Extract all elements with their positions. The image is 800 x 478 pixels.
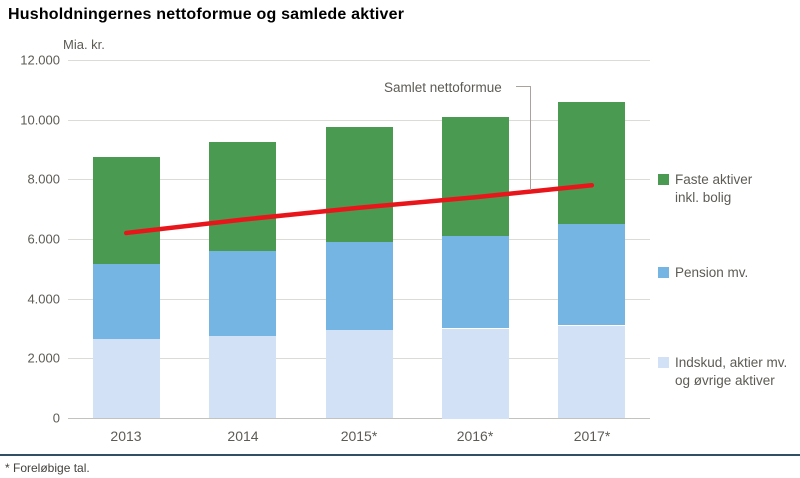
bar-segment-2017*-pension-mv- <box>558 224 625 325</box>
legend-swatch-indskud-icon <box>658 357 669 368</box>
bar-segment-2016*-faste-aktiver-inkl-bolig <box>442 117 509 236</box>
y-tick-label: 6.000 <box>27 231 60 247</box>
y-axis-unit-label: Mia. kr. <box>63 37 105 52</box>
y-tick-label: 2.000 <box>27 350 60 366</box>
x-tick-label: 2013 <box>110 428 142 444</box>
bar-segment-2015*-pension-mv- <box>326 242 393 330</box>
annotation-label: Samlet nettoformue <box>384 80 502 95</box>
bar-segment-2017*-indskud <box>558 326 625 418</box>
bar-segment-2016*-pension-mv- <box>442 236 509 328</box>
y-tick-label: 4.000 <box>27 291 60 307</box>
x-tick-label: 2017* <box>573 428 611 444</box>
bar-segment-2014-indskud <box>209 336 276 418</box>
footer-divider <box>0 454 800 456</box>
bar-segment-2013-pension-mv- <box>93 264 160 339</box>
bar-segment-2013-indskud <box>93 339 160 418</box>
bar-segment-2017*-faste-aktiver-inkl-bolig <box>558 102 625 224</box>
x-tick-label: 2016* <box>456 428 494 444</box>
legend-entry-indskud: Indskud, aktier mv. og øvrige aktiver <box>658 354 787 390</box>
annotation-connector-horizontal <box>516 86 531 87</box>
gridline <box>68 60 650 61</box>
bar-segment-2016*-indskud <box>442 329 509 419</box>
bar-segment-2015*-indskud <box>326 330 393 418</box>
bar-segment-2014-pension-mv- <box>209 251 276 336</box>
annotation-connector-vertical <box>530 86 531 190</box>
bar-segment-2015*-faste-aktiver-inkl-bolig <box>326 127 393 242</box>
y-tick-label: 10.000 <box>20 112 60 128</box>
x-axis-line <box>68 418 650 419</box>
legend-label-line: Pension mv. <box>675 265 749 280</box>
legend-label-line: inkl. bolig <box>675 190 732 205</box>
x-tick-label: 2015* <box>340 428 378 444</box>
y-tick-label: 12.000 <box>20 52 60 68</box>
legend-entry-pension: Pension mv. <box>658 264 748 282</box>
legend-swatch-pension-icon <box>658 267 669 278</box>
legend-entry-faste-aktiver: Faste aktiver inkl. bolig <box>658 171 752 207</box>
y-tick-label: 0 <box>52 410 60 426</box>
legend-swatch-faste-aktiver-icon <box>658 174 669 185</box>
bar-segment-2013-faste-aktiver-inkl-bolig <box>93 157 160 264</box>
legend-label-line: Faste aktiver <box>675 172 753 187</box>
x-tick-label: 2014 <box>227 428 259 444</box>
legend-label-line: og øvrige aktiver <box>675 373 775 388</box>
y-tick-label: 8.000 <box>27 171 60 187</box>
legend-label-line: Indskud, aktier mv. <box>675 355 788 370</box>
footnote: * Foreløbige tal. <box>5 461 90 475</box>
bar-segment-2014-faste-aktiver-inkl-bolig <box>209 142 276 251</box>
gridline <box>68 120 650 121</box>
chart-title: Husholdningernes nettoformue og samlede … <box>8 6 405 23</box>
